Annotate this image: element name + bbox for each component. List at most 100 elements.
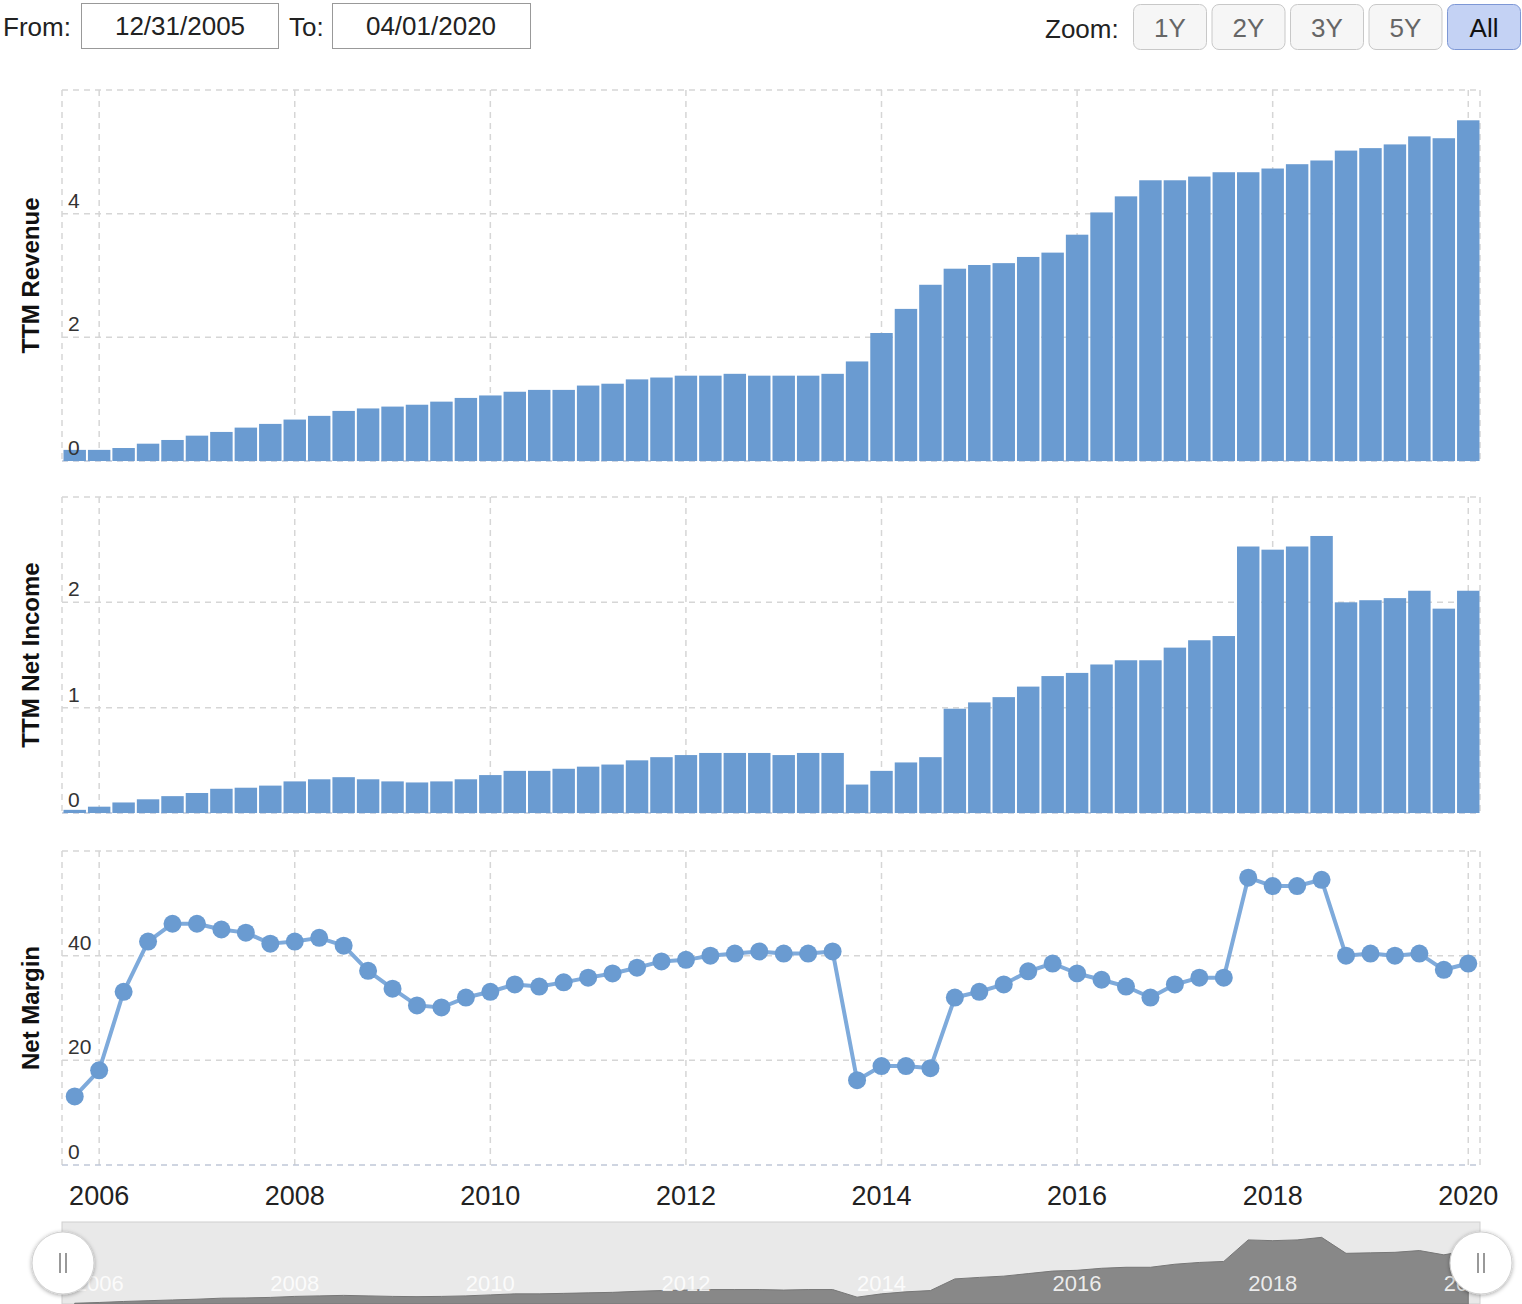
- marker: [775, 945, 793, 963]
- navigator-area: [75, 1237, 1469, 1304]
- x-grid-line: [1272, 851, 1274, 1165]
- zoom-button-label[interactable]: 5Y: [1390, 13, 1422, 43]
- zoom-button[interactable]: [1212, 5, 1285, 50]
- marker: [506, 975, 524, 993]
- bar: [504, 392, 526, 461]
- zoom-button[interactable]: [1291, 5, 1364, 50]
- bar: [528, 771, 550, 813]
- bar: [479, 395, 501, 461]
- marker: [432, 998, 450, 1016]
- plot-frame-top: [62, 850, 1480, 852]
- bar: [1286, 164, 1308, 461]
- bar: [430, 781, 452, 813]
- bar: [626, 760, 648, 813]
- marker: [799, 945, 817, 963]
- y-tick-label: 40: [68, 931, 91, 954]
- plot-frame-top: [62, 496, 1480, 498]
- navigator-handle[interactable]: [32, 1232, 94, 1294]
- x-grid-line: [881, 851, 883, 1165]
- marker: [1190, 969, 1208, 987]
- bar: [1213, 172, 1235, 461]
- bar: [577, 386, 599, 461]
- handle-circle[interactable]: [1450, 1232, 1512, 1294]
- zoom-button-label[interactable]: 1Y: [1154, 13, 1186, 43]
- bar: [821, 753, 843, 813]
- bar: [748, 376, 770, 461]
- bar: [626, 379, 648, 461]
- bar: [1164, 180, 1186, 461]
- marks: [63, 120, 1479, 461]
- marker: [66, 1087, 84, 1105]
- plot-frame-left: [61, 497, 63, 813]
- x-tick-label: 2008: [265, 1181, 325, 1211]
- bar: [235, 428, 257, 461]
- bar: [210, 789, 232, 813]
- y-tick-label: 2: [68, 577, 80, 600]
- navigator-background: [62, 1222, 1480, 1304]
- bar: [1384, 144, 1406, 461]
- zoom-button-label[interactable]: 3Y: [1311, 13, 1343, 43]
- marker: [1337, 947, 1355, 965]
- marker: [824, 942, 842, 960]
- y-tick-label: 1: [68, 683, 80, 706]
- x-tick-label: 2010: [460, 1181, 520, 1211]
- zoom-button-label[interactable]: All: [1470, 13, 1499, 43]
- bar: [675, 376, 697, 461]
- y-tick-label: 20: [68, 1035, 91, 1058]
- navigator: 20062008201020122014201620182020: [32, 1222, 1512, 1304]
- y-axis-title: TTM Revenue: [17, 197, 44, 353]
- x-tick-label: 2016: [1047, 1181, 1107, 1211]
- bar: [552, 390, 574, 461]
- bar: [161, 796, 183, 813]
- y-grid-line: [62, 1164, 1480, 1166]
- bar: [1433, 138, 1455, 461]
- zoom-button[interactable]: [1369, 5, 1442, 50]
- bar: [919, 757, 941, 813]
- x-grid-line: [294, 851, 296, 1165]
- marker: [384, 980, 402, 998]
- zoom-button[interactable]: [1134, 5, 1207, 50]
- marker: [261, 935, 279, 953]
- bar: [1017, 687, 1039, 813]
- marker: [701, 947, 719, 965]
- handle-grip: [1483, 1253, 1485, 1273]
- bar: [1261, 550, 1283, 813]
- navigator-handle[interactable]: [1450, 1232, 1512, 1294]
- bar: [1335, 151, 1357, 461]
- navigator-label: 2016: [1053, 1271, 1102, 1296]
- x-grid-line: [294, 90, 296, 461]
- x-grid-line: [490, 851, 492, 1165]
- bar: [797, 376, 819, 461]
- bar: [112, 802, 134, 813]
- marker: [1117, 978, 1135, 996]
- bar: [1261, 169, 1283, 461]
- bar: [968, 265, 990, 461]
- marker: [1068, 964, 1086, 982]
- to-input[interactable]: [333, 4, 531, 49]
- zoom-button[interactable]: [1448, 5, 1521, 50]
- zoom-button-label[interactable]: 2Y: [1233, 13, 1265, 43]
- handle-grip: [65, 1253, 67, 1273]
- marker: [335, 937, 353, 955]
- bar: [406, 782, 428, 813]
- from-input[interactable]: [82, 4, 279, 49]
- y-tick-label: 0: [68, 788, 80, 811]
- bar: [259, 786, 281, 813]
- marker: [946, 989, 964, 1007]
- bar: [210, 432, 232, 461]
- navigator-label: 2012: [661, 1271, 710, 1296]
- bar: [601, 384, 623, 461]
- handle-circle[interactable]: [32, 1232, 94, 1294]
- bar: [1335, 602, 1357, 813]
- marker: [677, 951, 695, 969]
- bar: [504, 771, 526, 813]
- bar: [601, 765, 623, 813]
- bar: [919, 285, 941, 461]
- chart-panel: 0204020062008201020122014201620182020Net…: [17, 851, 1498, 1211]
- bar: [357, 408, 379, 461]
- bar: [186, 793, 208, 813]
- from-label: From:: [3, 12, 71, 42]
- navigator-label: 2018: [1248, 1271, 1297, 1296]
- marker: [1019, 962, 1037, 980]
- marker: [530, 978, 548, 996]
